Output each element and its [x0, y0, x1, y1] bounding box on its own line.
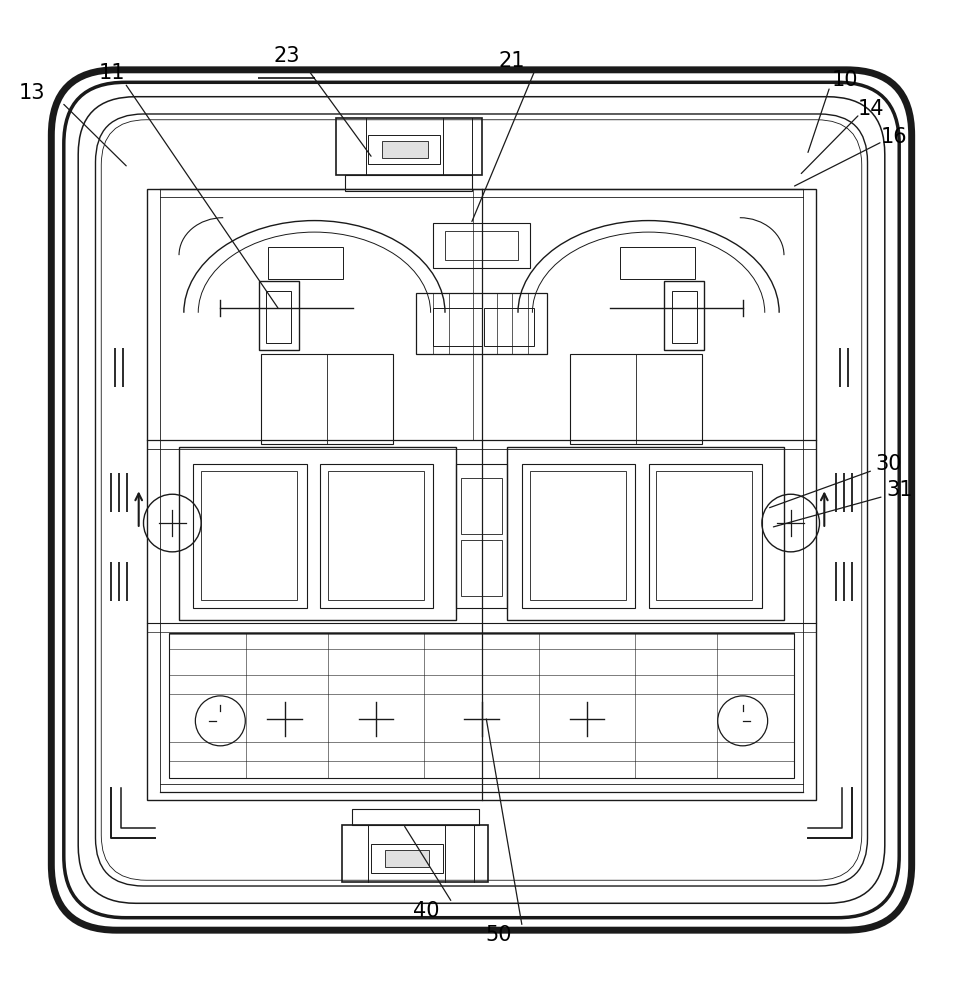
Bar — [570, 354, 702, 444]
Text: 14: 14 — [858, 99, 885, 119]
Bar — [327, 471, 424, 600]
Bar — [522, 464, 636, 608]
Text: 50: 50 — [485, 925, 512, 945]
Bar — [508, 447, 784, 620]
Bar — [530, 471, 626, 600]
Bar — [201, 471, 298, 600]
Text: 23: 23 — [273, 46, 299, 66]
Bar — [656, 471, 752, 600]
Bar — [351, 809, 479, 825]
Bar — [345, 175, 472, 191]
Text: 13: 13 — [19, 83, 45, 103]
Bar — [147, 189, 816, 800]
Bar — [445, 231, 518, 260]
Bar — [259, 281, 299, 350]
Bar — [664, 281, 704, 350]
Bar — [455, 464, 508, 608]
Bar — [267, 291, 292, 343]
Bar — [335, 118, 482, 175]
Text: 31: 31 — [886, 480, 913, 500]
Bar — [368, 135, 440, 164]
Bar — [371, 844, 443, 873]
Bar — [385, 850, 429, 867]
Bar — [648, 464, 762, 608]
Bar — [416, 293, 547, 354]
Text: 40: 40 — [412, 901, 439, 921]
Bar — [461, 478, 502, 534]
Bar — [320, 464, 433, 608]
Bar — [620, 247, 694, 279]
Bar — [269, 247, 343, 279]
Bar — [342, 825, 488, 882]
Bar — [432, 308, 482, 346]
Bar — [461, 540, 502, 596]
Bar — [433, 223, 530, 268]
Text: 11: 11 — [98, 63, 125, 83]
Bar — [261, 354, 393, 444]
Bar — [169, 633, 794, 778]
Bar — [381, 141, 428, 158]
Text: 30: 30 — [875, 454, 902, 474]
Bar — [179, 447, 455, 620]
Text: 16: 16 — [881, 127, 908, 147]
Bar — [484, 308, 534, 346]
Text: 10: 10 — [831, 70, 858, 90]
Bar — [671, 291, 696, 343]
Text: 21: 21 — [499, 51, 526, 71]
Bar — [194, 464, 307, 608]
